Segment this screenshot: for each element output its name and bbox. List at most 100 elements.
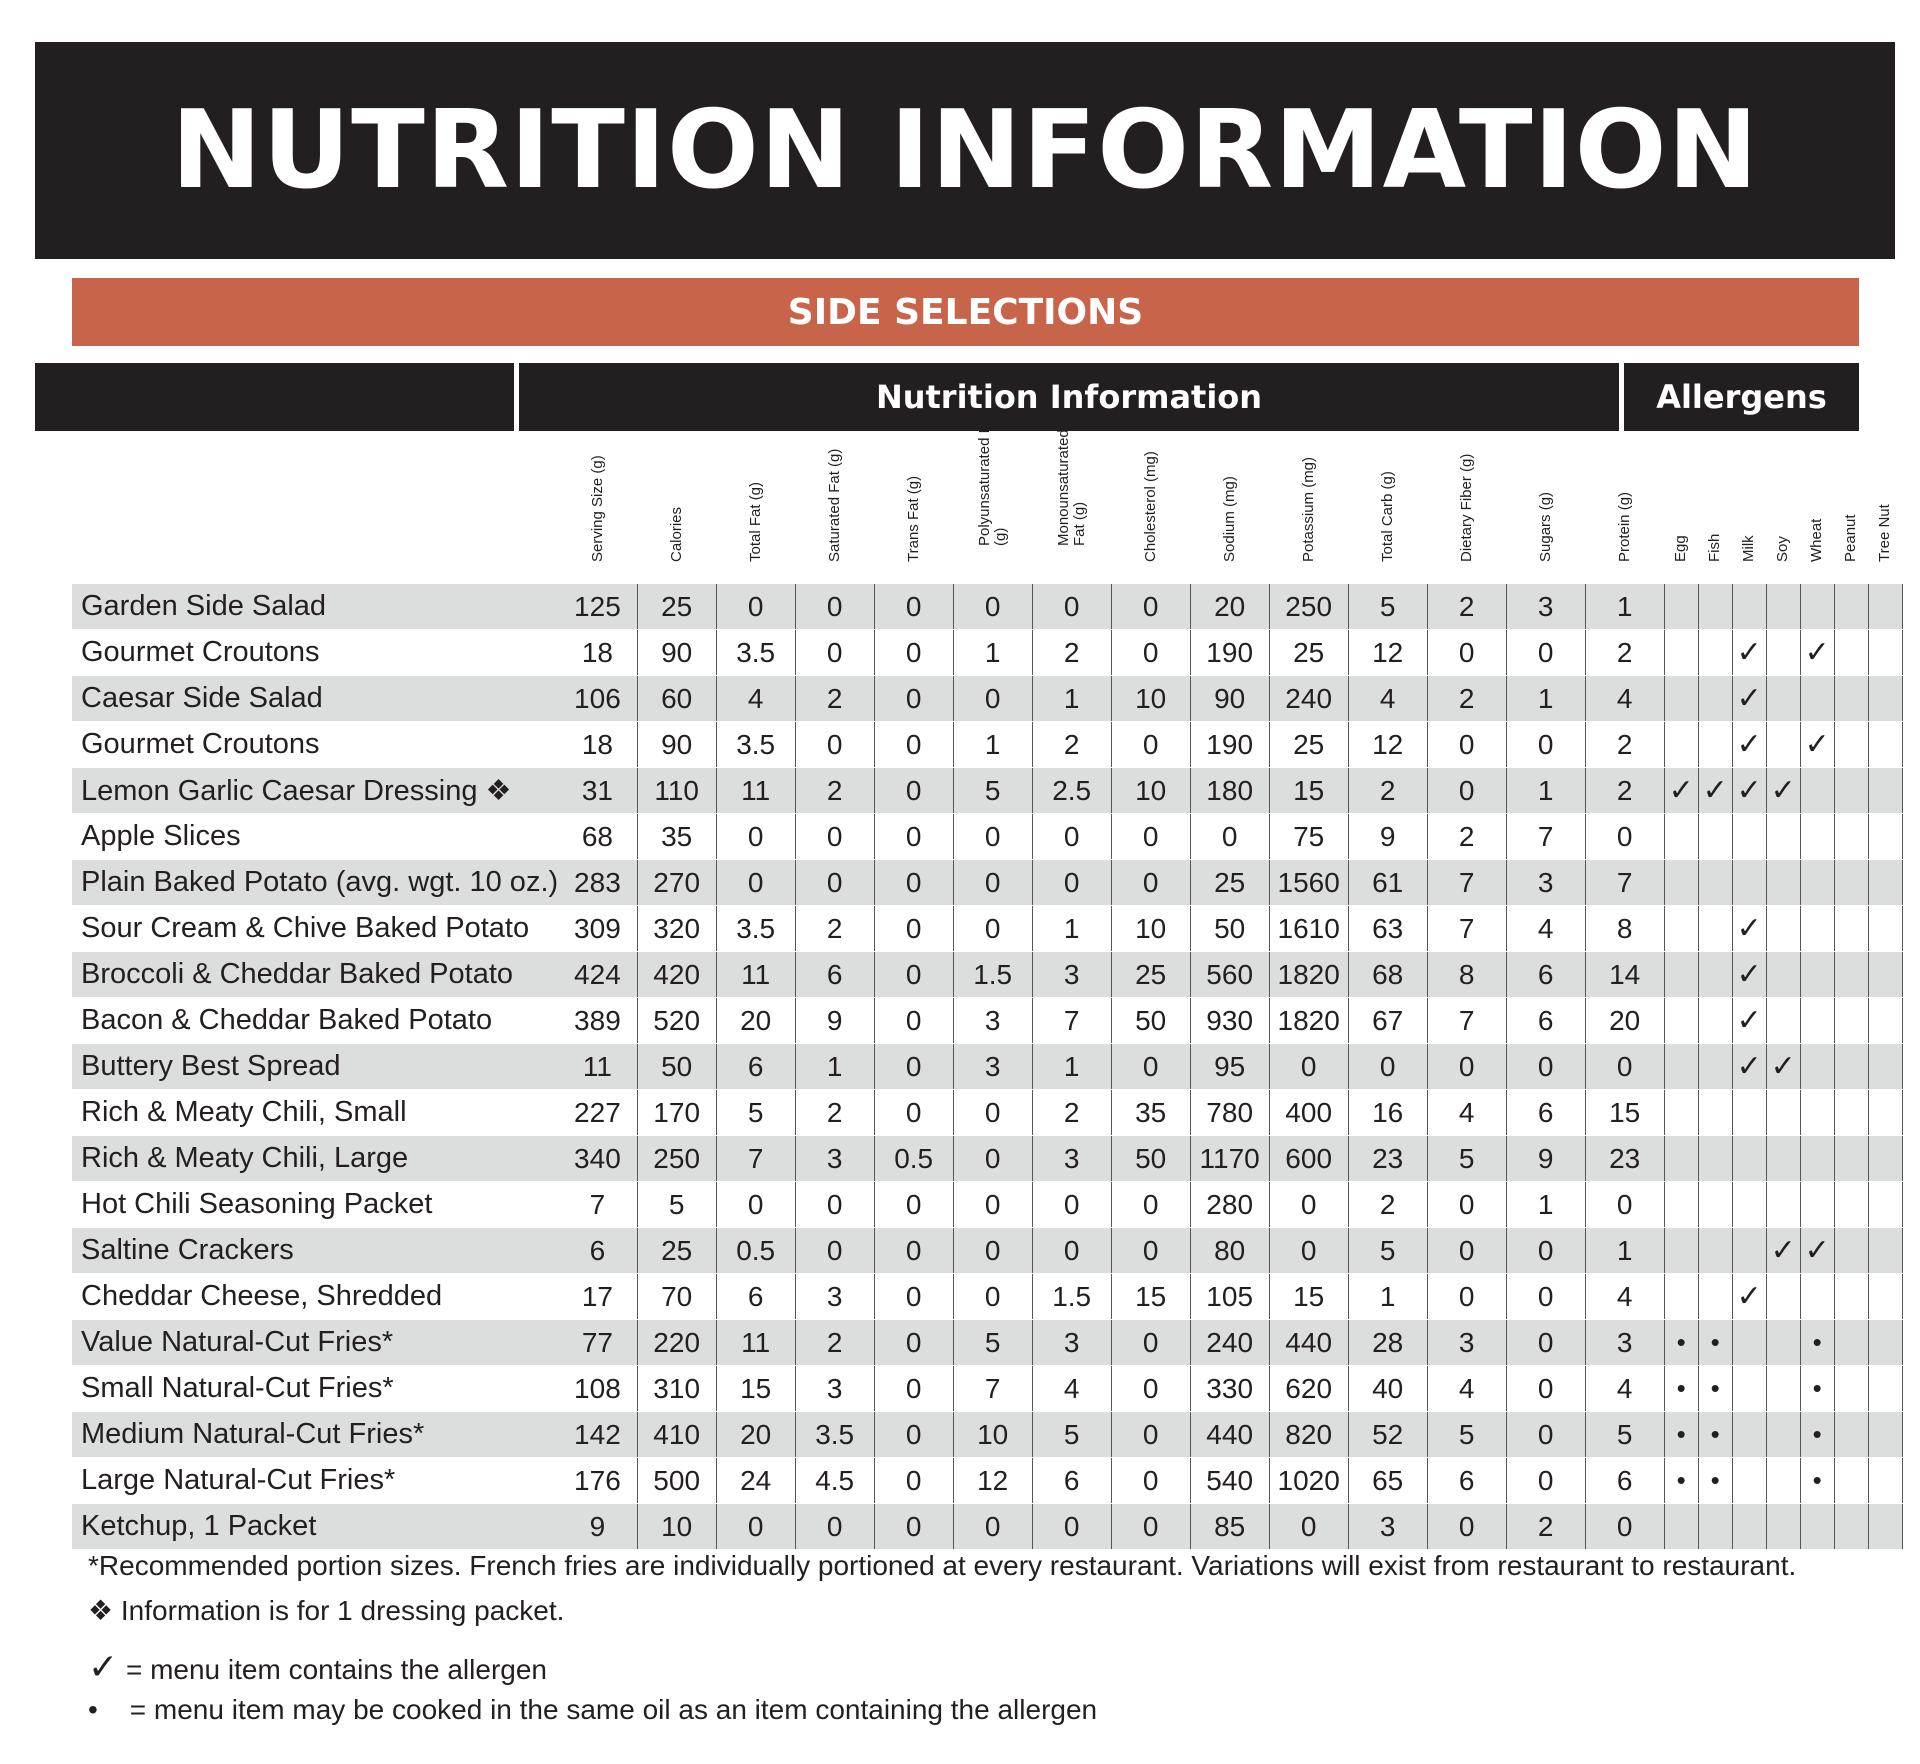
allergen-cell bbox=[1664, 584, 1699, 630]
nutrient-value: 9 bbox=[795, 997, 875, 1044]
nutrient-value: 0 bbox=[1585, 1503, 1665, 1550]
allergen-cell bbox=[1834, 813, 1869, 860]
allergen-cell bbox=[1732, 1181, 1767, 1228]
nutrient-value: 3 bbox=[795, 1273, 875, 1320]
nutrient-value: 50 bbox=[637, 1043, 717, 1090]
nutrient-value: 68 bbox=[1348, 951, 1428, 998]
nutrient-value: 6 bbox=[1585, 1457, 1665, 1504]
nutrient-value: 0 bbox=[1427, 1181, 1507, 1228]
nutrient-value: 1 bbox=[1506, 767, 1586, 814]
allergen-cell bbox=[1868, 951, 1903, 998]
item-name: Sour Cream & Chive Baked Potato bbox=[72, 905, 559, 952]
column-header: Calories bbox=[667, 506, 685, 562]
allergen-cell bbox=[1732, 1365, 1767, 1412]
allergen-check-icon: ✓ bbox=[1732, 1043, 1767, 1090]
table-row: Lemon Garlic Caesar Dressing ❖ 31 110 11 2 0 5… bbox=[72, 767, 1903, 814]
nutrient-value: 10 bbox=[1111, 675, 1191, 722]
nutrient-value: 23 bbox=[1348, 1135, 1428, 1182]
allergen-cell bbox=[1800, 767, 1835, 814]
nutrient-value: 0 bbox=[1506, 1319, 1586, 1366]
nutrient-value: 2 bbox=[1506, 1503, 1586, 1550]
nutrient-value: 930 bbox=[1190, 997, 1270, 1044]
nutrient-value: 0 bbox=[874, 1273, 954, 1320]
nutrient-value: 240 bbox=[1269, 675, 1349, 722]
allergen-cell bbox=[1766, 997, 1801, 1044]
nutrient-value: 4 bbox=[1506, 905, 1586, 952]
allergen-cell bbox=[1800, 1135, 1835, 1182]
nutrient-value: 2 bbox=[1585, 721, 1665, 768]
allergen-cell bbox=[1732, 1227, 1767, 1274]
item-name: Broccoli & Cheddar Baked Potato bbox=[72, 951, 559, 998]
nutrient-value: 14 bbox=[1585, 951, 1665, 998]
nutrient-value: 410 bbox=[637, 1411, 717, 1458]
nutrient-value: 9 bbox=[1348, 813, 1428, 860]
nutrient-value: 7 bbox=[1427, 997, 1507, 1044]
nutrient-value: 18 bbox=[558, 629, 638, 676]
nutrient-value: 35 bbox=[637, 813, 717, 860]
nutrient-value: 3 bbox=[795, 1365, 875, 1412]
nutrient-value: 20 bbox=[716, 997, 796, 1044]
nutrient-value: 0 bbox=[953, 1135, 1033, 1182]
allergen-cell bbox=[1868, 1135, 1903, 1182]
nutrient-value: 220 bbox=[637, 1319, 717, 1366]
nutrient-value: 0 bbox=[1506, 629, 1586, 676]
allergen-cell bbox=[1698, 721, 1733, 768]
nutrient-value: 25 bbox=[637, 1227, 717, 1274]
nutrient-value: 0 bbox=[874, 1457, 954, 1504]
nutrient-value: 0 bbox=[874, 675, 954, 722]
nutrient-value: 1560 bbox=[1269, 859, 1349, 906]
section-banner: SIDE SELECTIONS bbox=[72, 278, 1859, 346]
table-row: Ketchup, 1 Packet 9 10 0 0 0 0 0 0 85 0 3 0 2 0 bbox=[72, 1503, 1903, 1550]
nutrient-value: 3 bbox=[1032, 1135, 1112, 1182]
allergen-cell bbox=[1834, 1319, 1869, 1366]
allergen-cell bbox=[1868, 629, 1903, 676]
nutrient-value: 0 bbox=[953, 813, 1033, 860]
allergen-cell bbox=[1766, 1365, 1801, 1412]
nutrient-value: 85 bbox=[1190, 1503, 1270, 1550]
nutrient-value: 75 bbox=[1269, 813, 1349, 860]
nutrient-value: 0 bbox=[1111, 859, 1191, 906]
nutrient-value: 4 bbox=[1427, 1089, 1507, 1136]
nutrient-value: 0 bbox=[874, 1503, 954, 1550]
allergen-dot-icon: • bbox=[1800, 1365, 1835, 1412]
nutrient-value: 6 bbox=[716, 1043, 796, 1090]
nutrient-value: 4.5 bbox=[795, 1457, 875, 1504]
nutrient-value: 4 bbox=[1585, 1365, 1665, 1412]
nutrient-value: 0 bbox=[953, 859, 1033, 906]
allergen-cell bbox=[1698, 859, 1733, 906]
allergen-cell bbox=[1834, 584, 1869, 630]
item-name: Medium Natural-Cut Fries* bbox=[72, 1411, 559, 1458]
allergen-check-icon: ✓ bbox=[1766, 767, 1801, 814]
nutrient-value: 0 bbox=[953, 1503, 1033, 1550]
nutrient-value: 1 bbox=[1032, 1043, 1112, 1090]
nutrient-value: 4 bbox=[716, 675, 796, 722]
nutrient-value: 6 bbox=[1427, 1457, 1507, 1504]
allergen-dot-icon: • bbox=[1664, 1365, 1699, 1412]
allergen-cell bbox=[1834, 1365, 1869, 1412]
table-row: Garden Side Salad 125 25 0 0 0 0 0 0 20 250 5 2 3 1 bbox=[72, 584, 1903, 630]
allergen-cell bbox=[1664, 813, 1699, 860]
allergen-check-icon: ✓ bbox=[1766, 1227, 1801, 1274]
check-icon: ✓ bbox=[88, 1646, 119, 1687]
dot-icon: • bbox=[88, 1694, 98, 1725]
nutrient-value: 0 bbox=[1269, 1181, 1349, 1228]
allergen-cell bbox=[1834, 997, 1869, 1044]
allergen-cell bbox=[1834, 1411, 1869, 1458]
nutrient-value: 95 bbox=[1190, 1043, 1270, 1090]
nutrient-value: 68 bbox=[558, 813, 638, 860]
allergen-cell bbox=[1664, 1043, 1699, 1090]
nutrient-value: 3 bbox=[953, 1043, 1033, 1090]
allergen-dot-icon: • bbox=[1664, 1319, 1699, 1366]
nutrient-value: 0 bbox=[1506, 1457, 1586, 1504]
nutrient-value: 0 bbox=[1585, 813, 1665, 860]
legend-may-contain: • = menu item may be cooked in the same … bbox=[88, 1694, 1097, 1726]
nutrient-value: 0 bbox=[716, 584, 796, 630]
nutrient-value: 4 bbox=[1032, 1365, 1112, 1412]
nutrient-value: 5 bbox=[953, 767, 1033, 814]
nutrient-value: 2 bbox=[1427, 584, 1507, 630]
table-row: Hot Chili Seasoning Packet 7 5 0 0 0 0 0 0 280 0 2 0… bbox=[72, 1181, 1903, 1228]
nutrient-value: 0 bbox=[716, 1181, 796, 1228]
nutrient-value: 25 bbox=[1269, 629, 1349, 676]
nutrient-value: 20 bbox=[1190, 584, 1270, 630]
nutrient-value: 25 bbox=[1269, 721, 1349, 768]
